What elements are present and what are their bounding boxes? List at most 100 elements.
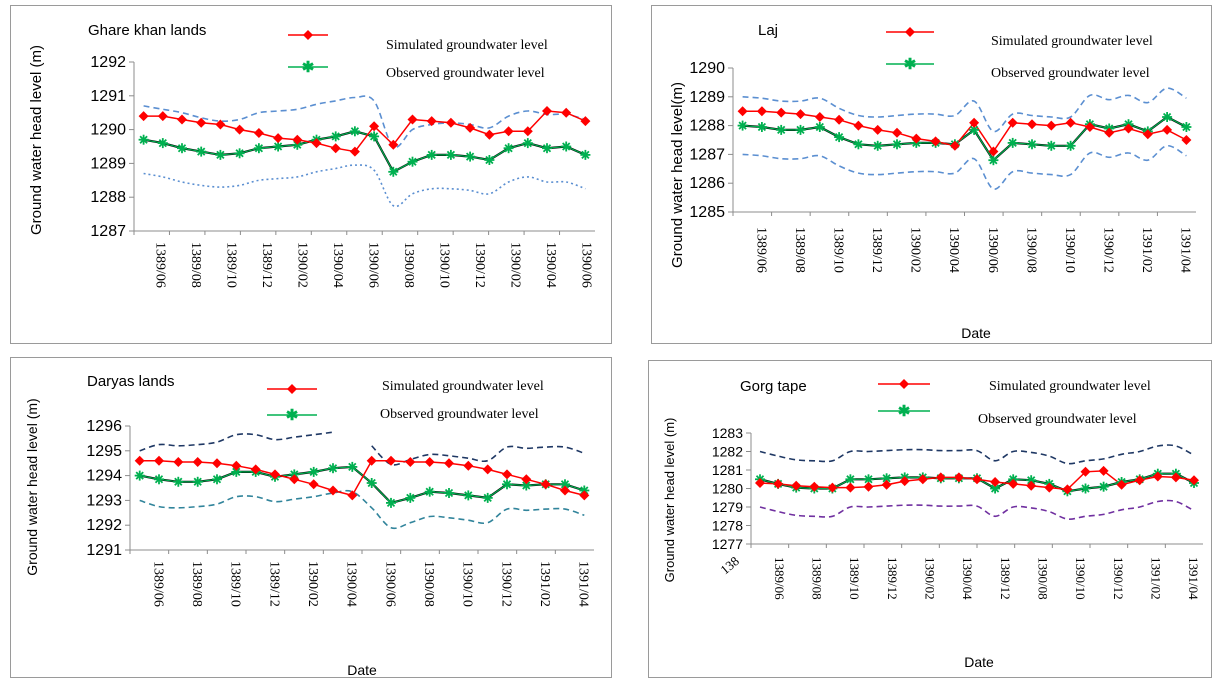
- simulated-point: [407, 114, 418, 125]
- simulated-point: [212, 458, 222, 469]
- observed-point: [1080, 483, 1091, 494]
- y-tick-label: 1283: [712, 425, 743, 441]
- simulated-point: [154, 455, 164, 466]
- legend-simulated-label: Simulated groundwater level: [382, 379, 544, 394]
- chart-title: Laj: [758, 22, 778, 39]
- observed-point: [1065, 140, 1076, 151]
- observed-point: [426, 149, 437, 160]
- simulated-point: [192, 457, 203, 467]
- simulated-point: [347, 490, 358, 501]
- simulated-point: [289, 474, 300, 485]
- chart-panel-ghare-khan: Ghare khan lands Ground water head level…: [10, 5, 613, 345]
- x-tick-label: 1390/10: [1073, 557, 1088, 600]
- simulated-point: [930, 136, 941, 147]
- x-tick-label: 1389/08: [189, 561, 204, 607]
- simulated-point: [540, 479, 551, 490]
- simulated-point: [231, 460, 242, 471]
- observed-point: [872, 140, 883, 151]
- observed-point: [892, 139, 902, 150]
- simulated-point: [872, 124, 883, 135]
- chart-panel-laj: Laj Ground water head level(m) Date Simu…: [651, 5, 1213, 345]
- simulated-point: [834, 114, 845, 125]
- observed-point: [424, 486, 435, 497]
- y-tick-label: 1288: [90, 189, 126, 206]
- legend-observed-marker: ✱: [286, 407, 299, 424]
- y-tick-label: 1290: [689, 60, 725, 77]
- simulated-point: [755, 478, 765, 488]
- observed-point: [330, 131, 341, 142]
- legend-simulated-label: Simulated groundwater level: [991, 34, 1153, 49]
- legend: Simulated groundwater level ✱ Observed g…: [886, 27, 1153, 81]
- simulated-point: [1062, 484, 1073, 495]
- observed-point: [814, 122, 825, 132]
- x-tick-label: 1390/12: [472, 242, 487, 288]
- observed-point: [522, 138, 533, 149]
- x-tick-label: 1389/08: [810, 557, 825, 600]
- simulated-point: [1152, 471, 1163, 482]
- observed-point: [834, 132, 845, 143]
- x-tick-label: 1391/02: [1149, 557, 1164, 600]
- simulated-point: [134, 455, 145, 466]
- simulated-point: [1080, 466, 1091, 477]
- legend-observed-label: Observed groundwater level: [991, 66, 1150, 81]
- observed-point: [1181, 122, 1192, 132]
- simulated-point: [250, 464, 261, 475]
- x-tick-label: 1390/10: [436, 242, 451, 288]
- observed-point: [138, 134, 149, 145]
- y-axis-label: Ground water head level (m): [662, 418, 677, 583]
- simulated-point: [444, 458, 454, 469]
- x-tick-label: 1389/06: [150, 561, 165, 607]
- simulated-point: [863, 481, 874, 492]
- observed-point: [308, 466, 319, 477]
- legend: Simulated groundwater level ✱ Observed g…: [288, 30, 548, 81]
- legend-observed-label: Observed groundwater level: [380, 407, 539, 422]
- simulated-point: [773, 478, 784, 489]
- y-tick-label: 1285: [689, 204, 725, 221]
- observed-point: [1046, 140, 1057, 151]
- simulated-point: [1026, 480, 1037, 491]
- x-tick-label: 1389/12: [998, 557, 1013, 600]
- y-tick-label: 1295: [86, 443, 122, 460]
- simulated-point: [521, 474, 532, 485]
- simulated-point: [138, 111, 149, 122]
- observed-point: [881, 473, 892, 484]
- simulated-point: [737, 106, 748, 117]
- observed-point: [502, 479, 512, 490]
- simulated-point: [756, 106, 767, 117]
- observed-point: [1007, 137, 1018, 148]
- observed-point: [347, 461, 358, 472]
- x-tick-label: 1389/10: [830, 227, 845, 273]
- x-tick-label: 1389/12: [266, 561, 281, 607]
- chart-border: [10, 357, 612, 678]
- observed-point: [463, 490, 474, 501]
- chart-panel-gorg-tape: Gorg tape Ground water head level (m) Da…: [648, 360, 1213, 679]
- y-tick-label: 1282: [712, 444, 743, 460]
- y-tick-label: 1292: [86, 517, 122, 534]
- chart-title: Gorg tape: [740, 378, 807, 395]
- band-line-1: [143, 164, 586, 208]
- y-tick-label: 1296: [86, 418, 122, 435]
- legend-simulated-marker: [303, 30, 313, 40]
- observed-point: [482, 492, 493, 503]
- simulated-point: [1084, 122, 1095, 132]
- y-axis-label: Ground water head level(m): [669, 82, 686, 268]
- legend-simulated-marker: [905, 27, 915, 37]
- simulated-point: [173, 457, 184, 467]
- simulated-point: [988, 146, 999, 157]
- simulated-point: [1181, 135, 1192, 145]
- band-line-1: [759, 499, 1195, 520]
- observed-point: [542, 143, 552, 154]
- simulated-point: [349, 146, 360, 157]
- observed-point: [1098, 481, 1109, 492]
- observed-point: [328, 463, 338, 474]
- simulated-point: [1046, 120, 1057, 131]
- x-tick-label: 1391/02: [537, 561, 552, 607]
- x-tick-label: 1390/02: [295, 242, 310, 288]
- x-tick-label: 1390/04: [543, 242, 558, 288]
- simulated-point: [328, 485, 338, 496]
- observed-point: [444, 488, 454, 498]
- observed-point: [405, 492, 416, 503]
- y-tick-label: 1291: [90, 88, 126, 105]
- legend-observed-label: Observed groundwater level: [978, 412, 1137, 427]
- observed-point: [756, 122, 767, 132]
